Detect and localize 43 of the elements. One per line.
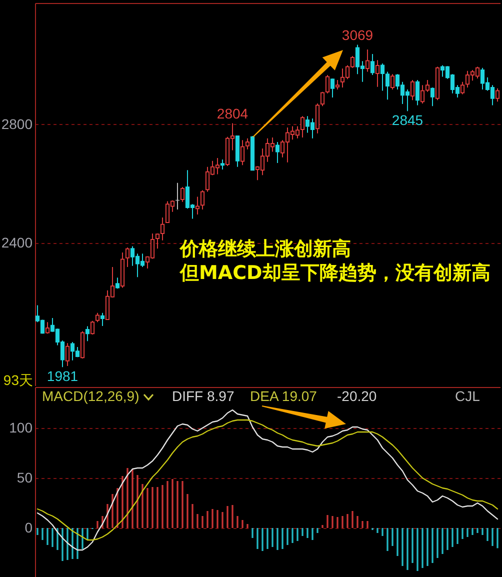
candlestick — [275, 141, 280, 164]
candlestick — [315, 102, 320, 134]
candlestick — [415, 80, 420, 106]
candlestick — [95, 312, 100, 323]
candlestick — [325, 74, 330, 94]
candlestick — [390, 74, 395, 90]
y-tick-label: 0 — [24, 520, 33, 536]
candlestick — [410, 80, 415, 101]
annotation: 2804 — [216, 105, 248, 122]
y-tick-label: 100 — [9, 420, 33, 436]
candlestick — [85, 326, 90, 342]
annotation: -20.20 — [337, 388, 377, 404]
candlestick — [320, 91, 325, 107]
candlestick — [200, 190, 205, 210]
y-tick-label: 2400 — [1, 234, 33, 250]
candlestick — [220, 158, 225, 170]
annotation: 2845 — [392, 112, 424, 128]
candlestick — [195, 196, 200, 216]
candlestick — [176, 182, 180, 210]
y-tick-label: 2800 — [1, 116, 33, 132]
annotation: 但MACD却呈下降趋势，没有创新高 — [180, 262, 490, 284]
annotation: 1981 — [46, 368, 78, 384]
annotation: 3069 — [342, 26, 374, 43]
annotation: 价格继续上涨创新高 — [180, 238, 351, 260]
candlestick — [180, 186, 185, 202]
candlestick — [100, 312, 105, 326]
candlestick — [375, 60, 380, 88]
candlestick — [90, 320, 95, 336]
candlestick — [370, 53, 375, 76]
candlestick — [430, 86, 435, 107]
candlestick — [125, 246, 130, 268]
candlestick — [330, 78, 335, 98]
annotation: DIFF 8.97 — [172, 388, 234, 404]
y-tick-label: 50 — [16, 470, 33, 486]
annotation: CJL — [455, 388, 480, 404]
candlestick — [335, 80, 340, 90]
candlestick — [365, 49, 370, 72]
candlestick — [65, 342, 70, 366]
candlestick — [115, 277, 120, 290]
candlestick — [460, 81, 465, 95]
annotation: DEA 19.07 — [250, 388, 317, 404]
text: 93天 — [2, 372, 33, 388]
chart-title: MACD(12,26,9) — [42, 388, 140, 404]
